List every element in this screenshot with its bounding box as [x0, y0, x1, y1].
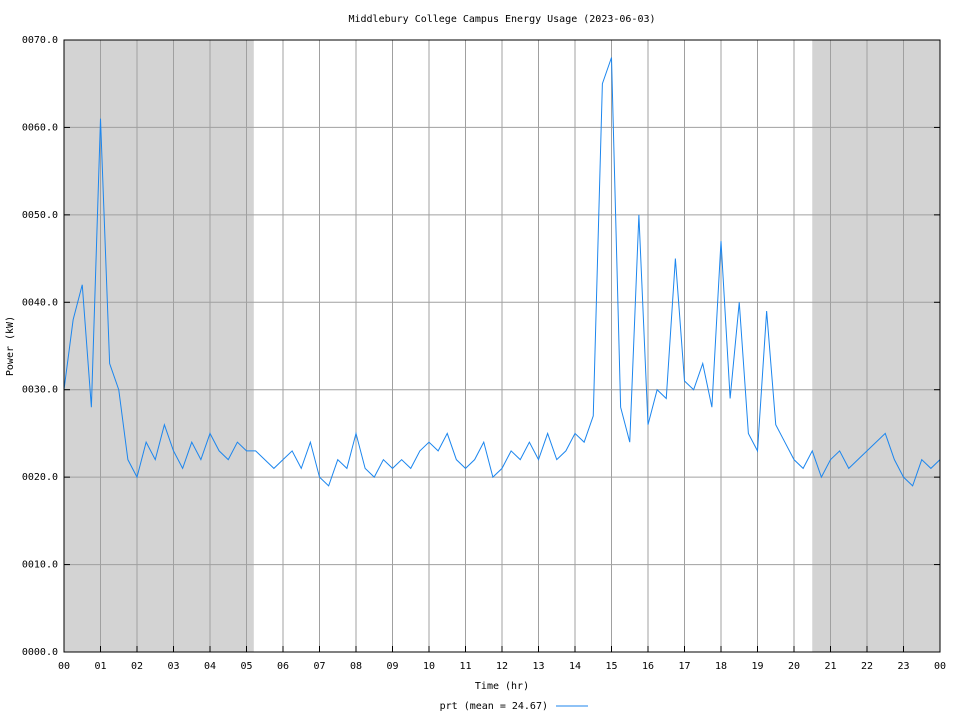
y-tick-label: 0030.0 [22, 385, 58, 396]
legend-label: prt (mean = 24.67) [440, 701, 548, 712]
x-tick-label: 07 [313, 661, 325, 672]
x-tick-label: 10 [423, 661, 435, 672]
x-tick-label: 08 [350, 661, 362, 672]
y-tick-label: 0010.0 [22, 560, 58, 571]
x-tick-label: 14 [569, 661, 581, 672]
shaded-region [812, 40, 940, 652]
x-tick-label: 15 [605, 661, 617, 672]
x-tick-label: 18 [715, 661, 727, 672]
x-tick-label: 05 [240, 661, 252, 672]
shaded-region [64, 40, 254, 652]
x-tick-label: 17 [678, 661, 690, 672]
x-tick-label: 01 [94, 661, 106, 672]
x-tick-label: 04 [204, 661, 216, 672]
x-tick-label: 13 [532, 661, 544, 672]
y-tick-label: 0070.0 [22, 35, 58, 46]
x-tick-label: 11 [459, 661, 471, 672]
x-tick-label: 00 [58, 661, 70, 672]
y-tick-label: 0020.0 [22, 472, 58, 483]
x-tick-label: 02 [131, 661, 143, 672]
x-tick-label: 12 [496, 661, 508, 672]
y-tick-label: 0040.0 [22, 297, 58, 308]
plot-border [63, 39, 941, 653]
x-tick-label: 19 [751, 661, 763, 672]
y-tick-label: 0000.0 [22, 647, 58, 658]
data-line [63, 57, 941, 487]
x-tick-label: 03 [167, 661, 179, 672]
x-tick-label: 23 [897, 661, 909, 672]
x-tick-label: 22 [861, 661, 873, 672]
x-tick-label: 00 [934, 661, 946, 672]
chart-title: Middlebury College Campus Energy Usage (… [348, 14, 655, 25]
x-tick-label: 06 [277, 661, 289, 672]
x-tick-label: 16 [642, 661, 654, 672]
x-tick-label: 21 [824, 661, 836, 672]
x-tick-label: 20 [788, 661, 800, 672]
x-tick-label: 09 [386, 661, 398, 672]
x-axis-label: Time (hr) [475, 681, 529, 692]
y-tick-label: 0060.0 [22, 122, 58, 133]
y-tick-label: 0050.0 [22, 210, 58, 221]
y-axis-label: Power (kW) [5, 316, 16, 376]
